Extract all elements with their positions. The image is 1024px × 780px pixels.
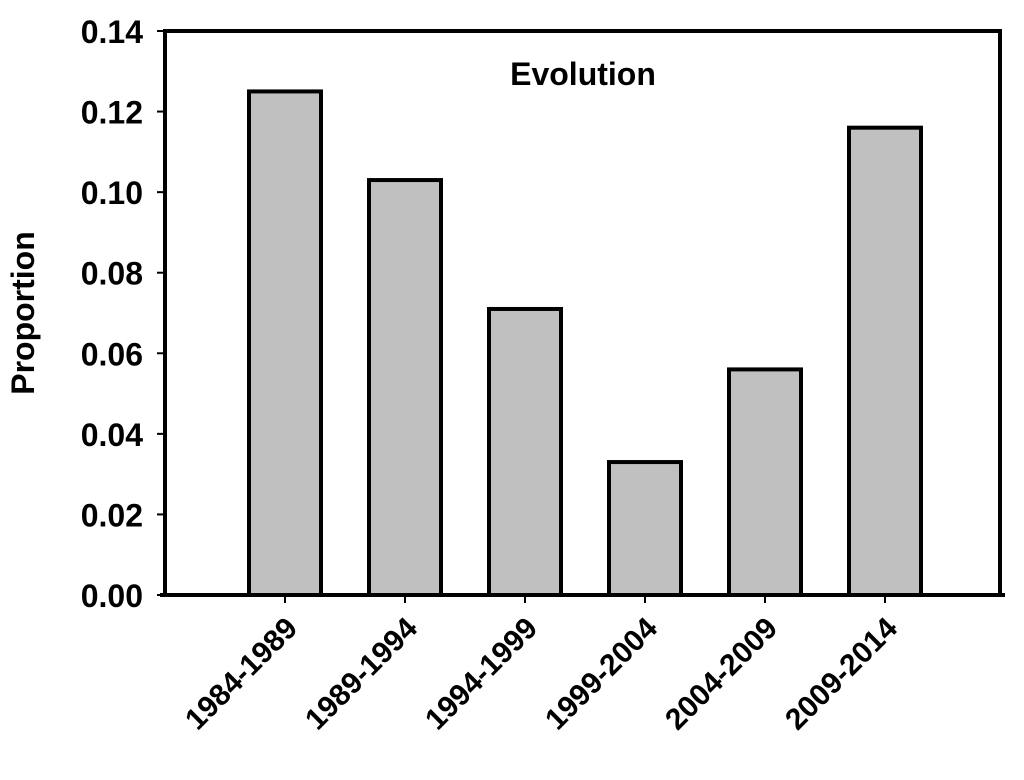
plot-frame: [163, 29, 1002, 595]
y-tick-label: 0.14: [81, 14, 143, 50]
bar-1984-1989: [247, 89, 323, 598]
y-tick-label: 0.02: [81, 497, 143, 533]
y-tick-label: 0.12: [81, 95, 143, 131]
x-tick-label: 1994-1999: [419, 612, 544, 737]
x-tick-label: 1984-1989: [179, 612, 304, 737]
x-tick-label: 2009-2014: [779, 611, 904, 736]
x-tick-label: 1989-1994: [299, 611, 424, 736]
y-tick-label: 0.04: [81, 417, 143, 453]
bar-1999-2004: [607, 460, 683, 597]
y-tick-label: 0.00: [81, 578, 143, 614]
y-tick-label: 0.08: [81, 256, 143, 292]
y-axis-label: Proportion: [5, 231, 41, 395]
bar-2009-2014: [847, 125, 923, 598]
y-tick-label: 0.06: [81, 336, 143, 372]
bar-2004-2009: [727, 367, 803, 597]
y-tick-label: 0.10: [81, 175, 143, 211]
chart-title: Evolution: [510, 56, 656, 92]
x-tick-label: 2004-2009: [659, 612, 784, 737]
bar-1989-1994: [367, 178, 443, 598]
bar-1994-1999: [487, 306, 563, 597]
x-tick-label: 1999-2004: [539, 611, 664, 736]
